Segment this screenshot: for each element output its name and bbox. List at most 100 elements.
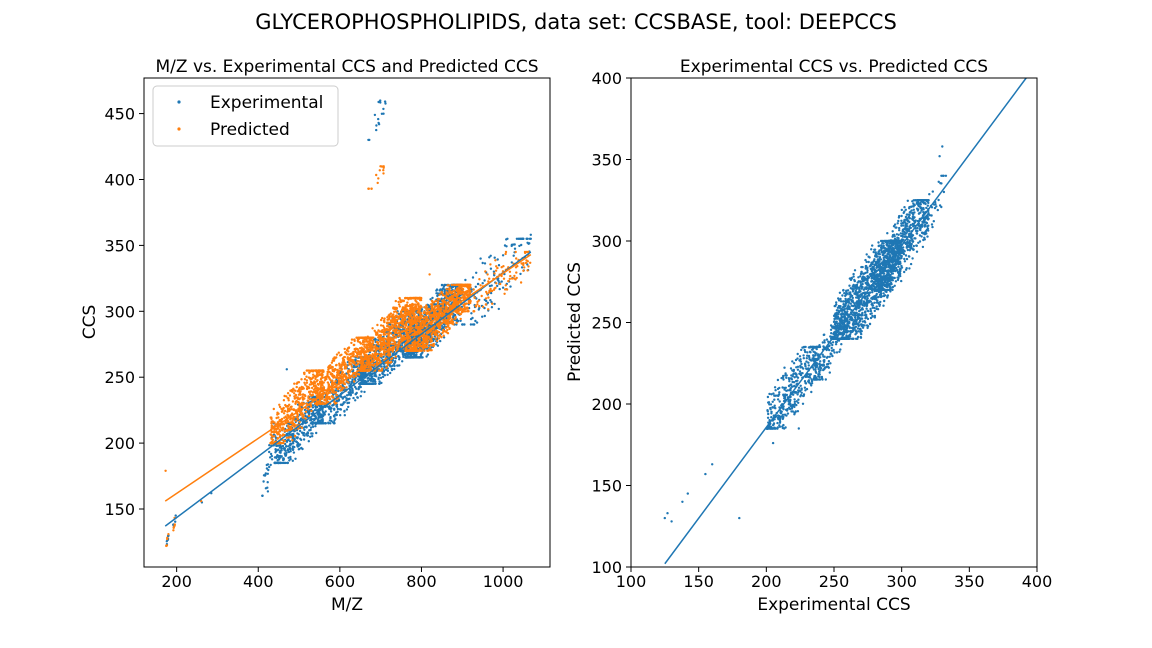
scatter-point [321, 384, 324, 387]
scatter-point [305, 425, 308, 428]
scatter-point [379, 101, 382, 104]
scatter-point [389, 336, 392, 339]
scatter-point [311, 425, 315, 428]
scatter-point [393, 317, 396, 320]
scatter-point [292, 387, 295, 390]
scatter-point [341, 361, 345, 365]
scatter-point [327, 421, 330, 424]
scatter-point [390, 360, 393, 364]
scatter-point [400, 313, 403, 316]
scatter-point [315, 402, 318, 405]
scatter-point [354, 385, 357, 389]
scatter-point [393, 364, 396, 368]
scatter-point [401, 308, 404, 312]
scatter-point [389, 358, 393, 361]
scatter-point [461, 288, 465, 291]
scatter-point [327, 385, 331, 389]
scatter-point [344, 375, 347, 378]
scatter-point [359, 375, 362, 378]
scatter-point [369, 379, 373, 382]
scatter-point [493, 302, 496, 306]
scatter-point [406, 308, 409, 311]
scatter-point [172, 529, 175, 532]
scatter-point [438, 289, 441, 292]
scatter-point [314, 377, 317, 381]
scatter-point [447, 284, 450, 287]
scatter-point [314, 422, 318, 425]
scatter-point [339, 384, 342, 388]
scatter-point [262, 480, 265, 483]
scatter-point [330, 395, 333, 398]
scatter-point [391, 324, 395, 328]
scatter-point [269, 452, 273, 456]
scatter-point [394, 330, 397, 333]
scatter-point [291, 433, 294, 436]
scatter-point [371, 327, 374, 330]
scatter-point [349, 389, 352, 392]
scatter-point [343, 382, 346, 386]
scatter-point [304, 410, 308, 413]
scatter-point [319, 405, 322, 408]
scatter-point [368, 336, 372, 339]
scatter-point [435, 289, 438, 292]
scatter-point [402, 329, 405, 333]
scatter-point [283, 452, 286, 455]
scatter-point [262, 474, 266, 477]
scatter-point [363, 340, 366, 343]
scatter-point [390, 367, 394, 371]
scatter-point [408, 352, 411, 356]
scatter-point [387, 351, 390, 355]
scatter-point [323, 388, 326, 392]
scatter-point [305, 432, 308, 436]
scatter-point [334, 364, 338, 367]
scatter-point [303, 372, 306, 376]
scatter-point [368, 138, 371, 142]
scatter-point [286, 414, 290, 417]
scatter-point [318, 381, 322, 385]
scatter-point [388, 328, 391, 331]
scatter-point [332, 414, 336, 417]
scatter-point [410, 310, 413, 313]
scatter-point [352, 355, 355, 358]
scatter-point [359, 385, 362, 389]
scatter-point [375, 128, 378, 132]
scatter-point [276, 454, 279, 457]
scatter-point [268, 465, 271, 469]
scatter-point [295, 382, 298, 385]
scatter-point [295, 440, 299, 444]
scatter-point [497, 307, 500, 311]
scatter-point [483, 279, 486, 282]
scatter-point [284, 442, 287, 446]
scatter-point [307, 395, 310, 398]
scatter-point [397, 345, 400, 348]
scatter-point [391, 314, 394, 317]
scatter-point [442, 334, 445, 337]
scatter-point [291, 447, 294, 450]
scatter-point [280, 417, 284, 421]
scatter-point [282, 447, 286, 450]
scatter-point [297, 381, 301, 384]
scatter-point [271, 435, 274, 438]
scatter-point [366, 346, 369, 349]
scatter-point [400, 335, 403, 338]
scatter-point [387, 344, 391, 347]
scatter-point [520, 243, 523, 247]
scatter-point [394, 307, 398, 311]
scatter-point [294, 393, 298, 397]
scatter-point [282, 427, 285, 431]
scatter-point [352, 396, 355, 400]
scatter-point [287, 456, 290, 459]
scatter-point [386, 336, 390, 339]
scatter-point [343, 395, 347, 398]
scatter-point [353, 343, 356, 347]
scatter-point [354, 347, 358, 350]
scatter-point [339, 376, 342, 379]
scatter-point [359, 352, 363, 356]
scatter-point [333, 407, 336, 410]
scatter-point [382, 107, 385, 111]
scatter-point [323, 411, 326, 414]
scatter-point [409, 297, 412, 300]
scatter-point [386, 362, 389, 365]
scatter-point [308, 419, 312, 422]
scatter-point [314, 425, 317, 428]
